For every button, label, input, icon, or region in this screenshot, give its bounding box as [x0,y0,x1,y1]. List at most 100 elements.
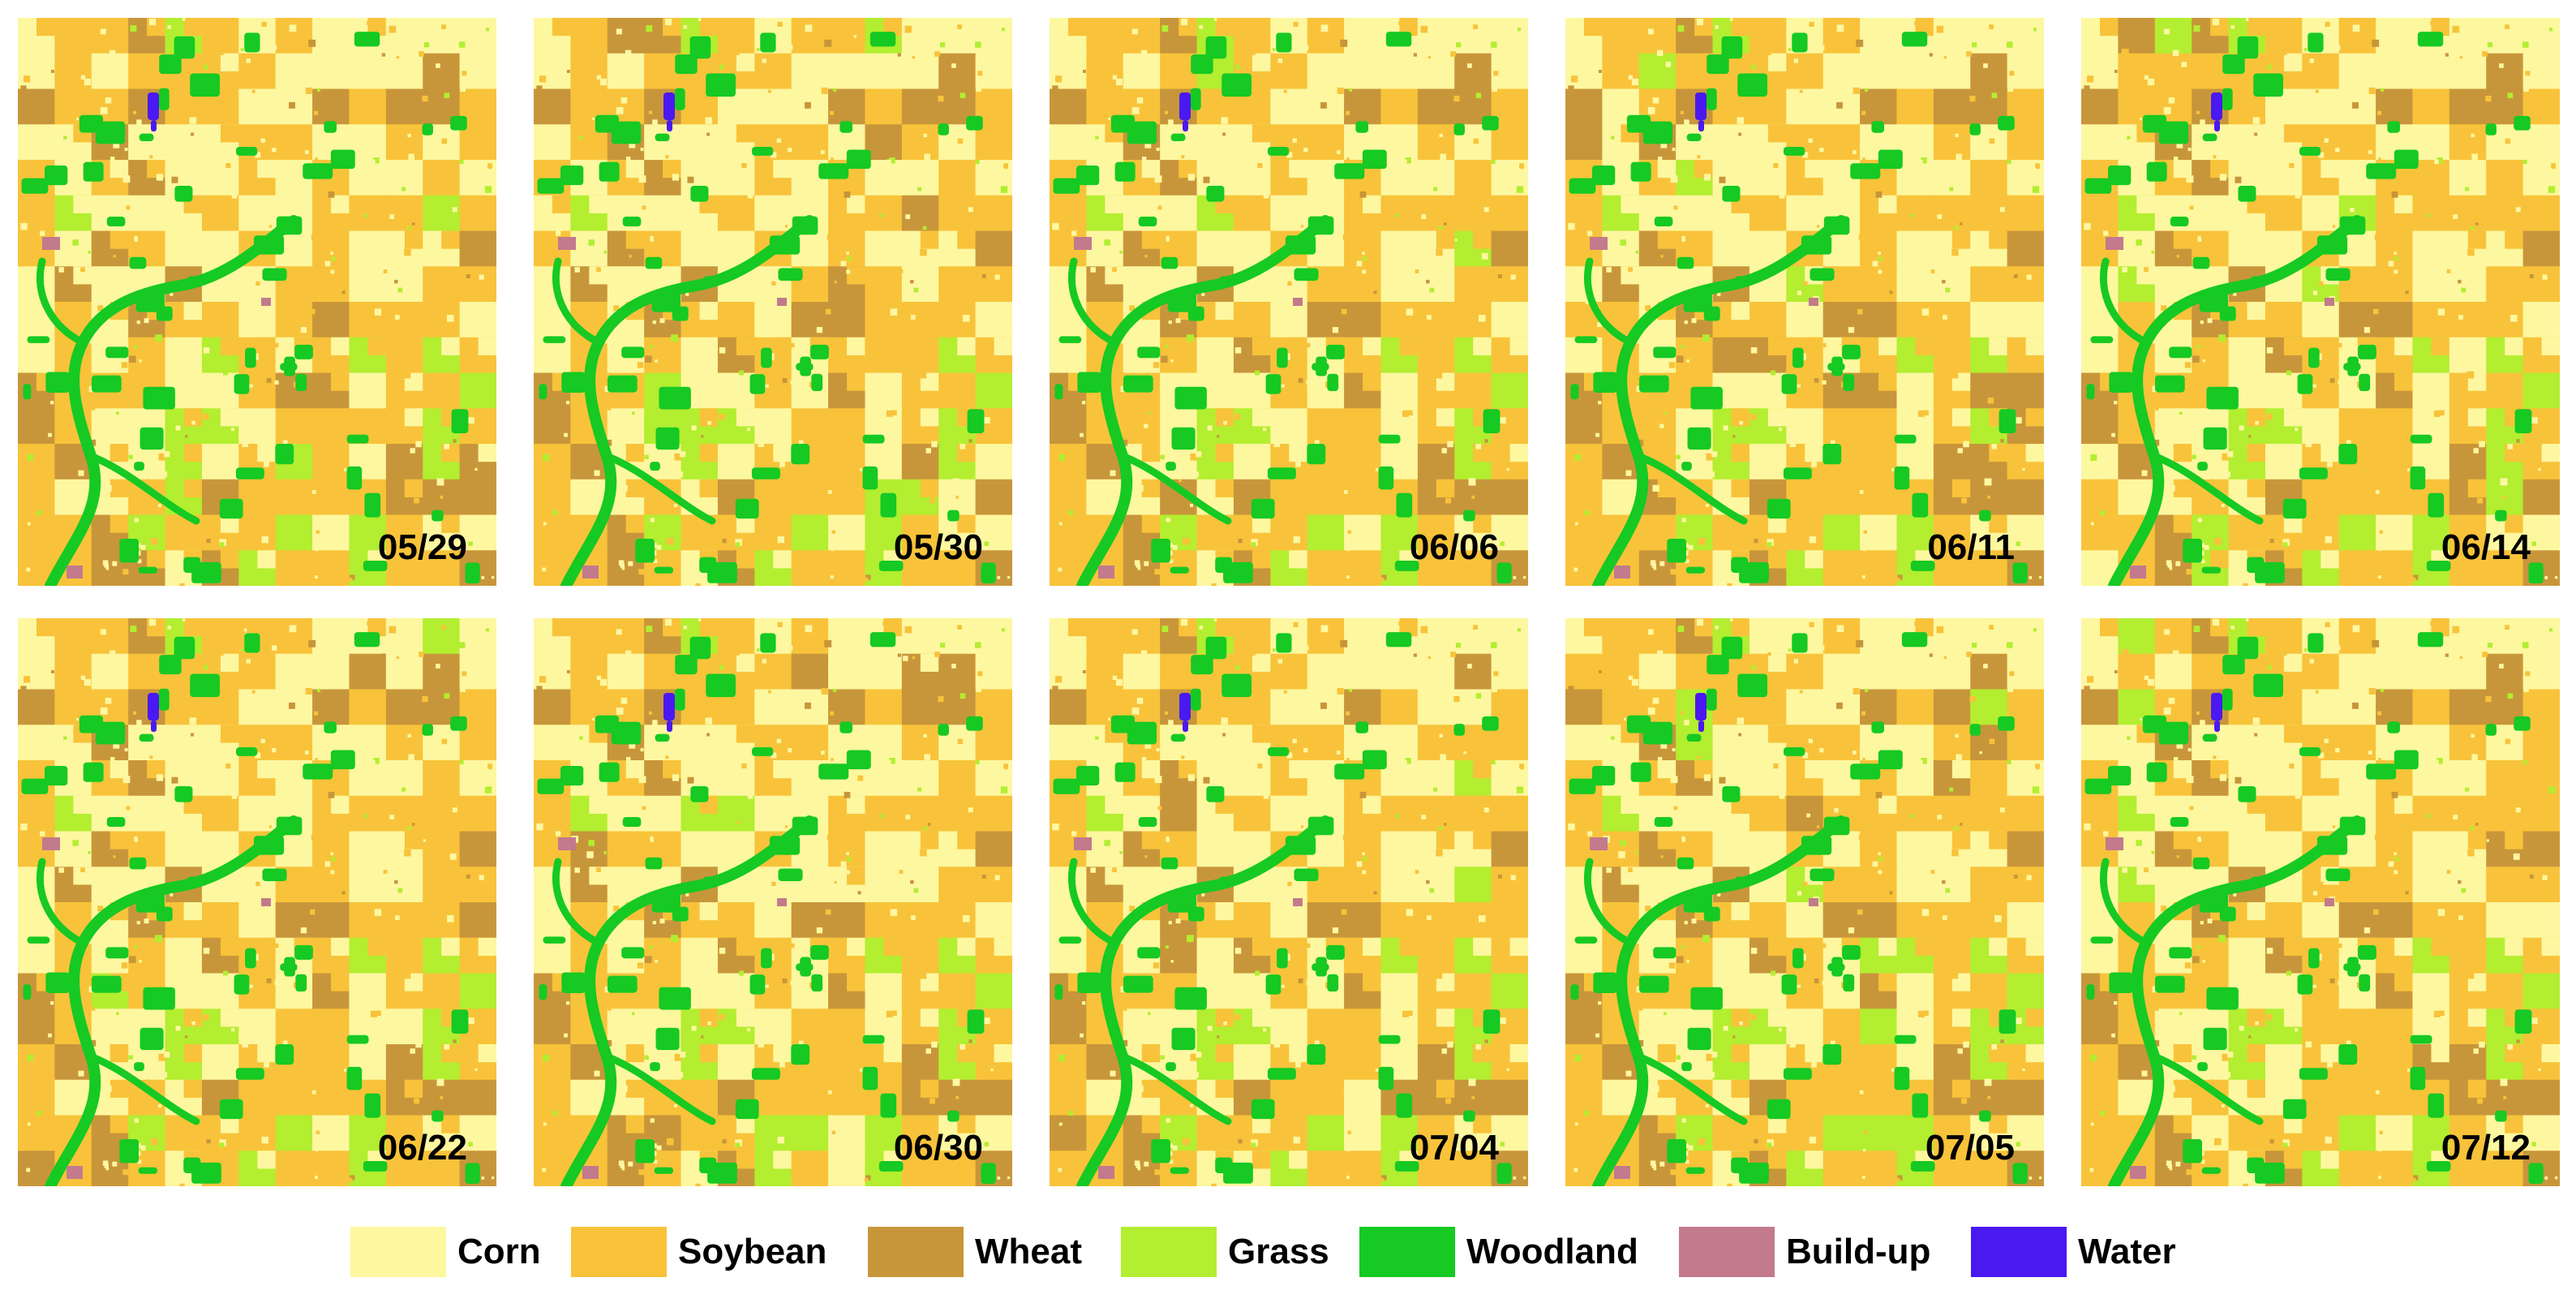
pixel-speck [726,233,732,239]
pixel-speck [1272,48,1276,51]
woodland-patch [1654,217,1673,227]
pixel-speck [1168,921,1172,925]
pixel-speck [1277,58,1282,63]
field-patch [699,302,719,320]
woodland-patch [1054,384,1063,400]
pixel-speck [1994,315,2002,322]
pixel-speck [2525,71,2531,76]
pixel-speck [2128,187,2132,191]
pixel-speck [646,25,653,32]
field-patch [1215,618,1234,637]
pixel-speck [104,1164,109,1168]
pixel-speck [1905,402,1910,407]
pixel-speck [1374,654,1379,659]
pixel-speck [701,1035,704,1039]
field-patch [1565,266,1603,303]
pixel-speck [1668,362,1676,368]
field-patch [975,1115,1012,1151]
woodland-patch [275,1044,294,1065]
pixel-speck [2175,213,2180,217]
pixel-speck [695,583,701,586]
pixel-speck [2529,273,2534,278]
pixel-speck [1154,569,1161,575]
woodland-patch [1276,633,1292,653]
pixel-speck [1078,340,1083,345]
field-patch [699,618,719,637]
pixel-speck [1681,235,1685,240]
pixel-speck [1000,786,1008,794]
pixel-speck [824,39,832,47]
pixel-speck [459,159,464,165]
pixel-speck [220,51,224,55]
field-patch [1344,18,1382,54]
field-patch [1491,1115,1528,1151]
field-patch [1252,1009,1271,1027]
woodland-patch [810,344,829,359]
pixel-speck [1154,1169,1161,1176]
pixel-speck [1056,359,1059,363]
pixel-speck [1187,935,1194,943]
woodland-patch [106,217,126,227]
pixel-speck [58,867,64,873]
field-patch [404,1009,423,1027]
build-up-area [582,566,599,579]
pixel-speck [853,35,857,38]
pixel-speck [669,851,676,858]
pixel-speck [1235,64,1240,70]
pixel-speck [134,518,139,523]
pixel-speck [788,645,793,651]
pixel-speck [1166,838,1170,842]
woodland-patch [235,1068,264,1080]
pixel-speck [891,410,897,416]
pixel-speck [1631,78,1639,86]
woodland-patch [966,115,983,131]
pixel-speck [1108,117,1111,121]
pixel-speck [892,111,898,117]
pixel-speck [983,1017,990,1024]
pixel-speck [960,693,966,699]
pixel-speck [1161,355,1168,363]
field-patch [1712,337,1750,374]
pixel-speck [1389,1003,1394,1008]
pixel-speck [1154,175,1162,183]
pixel-speck [221,821,224,824]
pixel-speck [1182,537,1190,545]
field-patch [680,337,719,374]
field-patch [865,514,903,551]
field-patch [1767,902,1787,921]
field-patch [385,1151,423,1186]
pixel-speck [866,110,870,114]
pixel-speck [1652,484,1659,492]
pixel-speck [2555,576,2558,579]
pixel-speck [406,226,411,230]
pixel-speck [225,162,231,169]
pixel-speck [1090,867,1096,873]
pixel-speck [300,927,307,934]
pixel-speck [957,625,962,630]
pixel-speck [951,63,956,68]
pixel-speck [644,1055,649,1060]
field-patch [312,302,350,338]
pixel-speck [2557,566,2560,573]
pixel-speck [866,711,870,715]
pixel-speck [223,370,229,376]
pixel-speck [65,318,73,325]
woodland-patch [92,975,122,993]
pixel-speck [1166,518,1170,523]
field-patch [2099,479,2119,497]
field-patch [1823,408,1861,445]
pixel-speck [628,424,633,428]
field-patch [663,760,682,779]
field-patch [312,1009,350,1045]
pixel-speck [1340,639,1348,647]
field-patch [975,18,1012,54]
pixel-speck [2391,191,2398,198]
pixel-speck [1860,65,1868,73]
field-patch [459,18,496,54]
field-patch [312,689,350,725]
pixel-speck [1475,443,1482,449]
field-patch [1896,53,1934,90]
pixel-speck [771,881,776,887]
field-patch [534,53,571,90]
pixel-speck [1440,835,1446,841]
